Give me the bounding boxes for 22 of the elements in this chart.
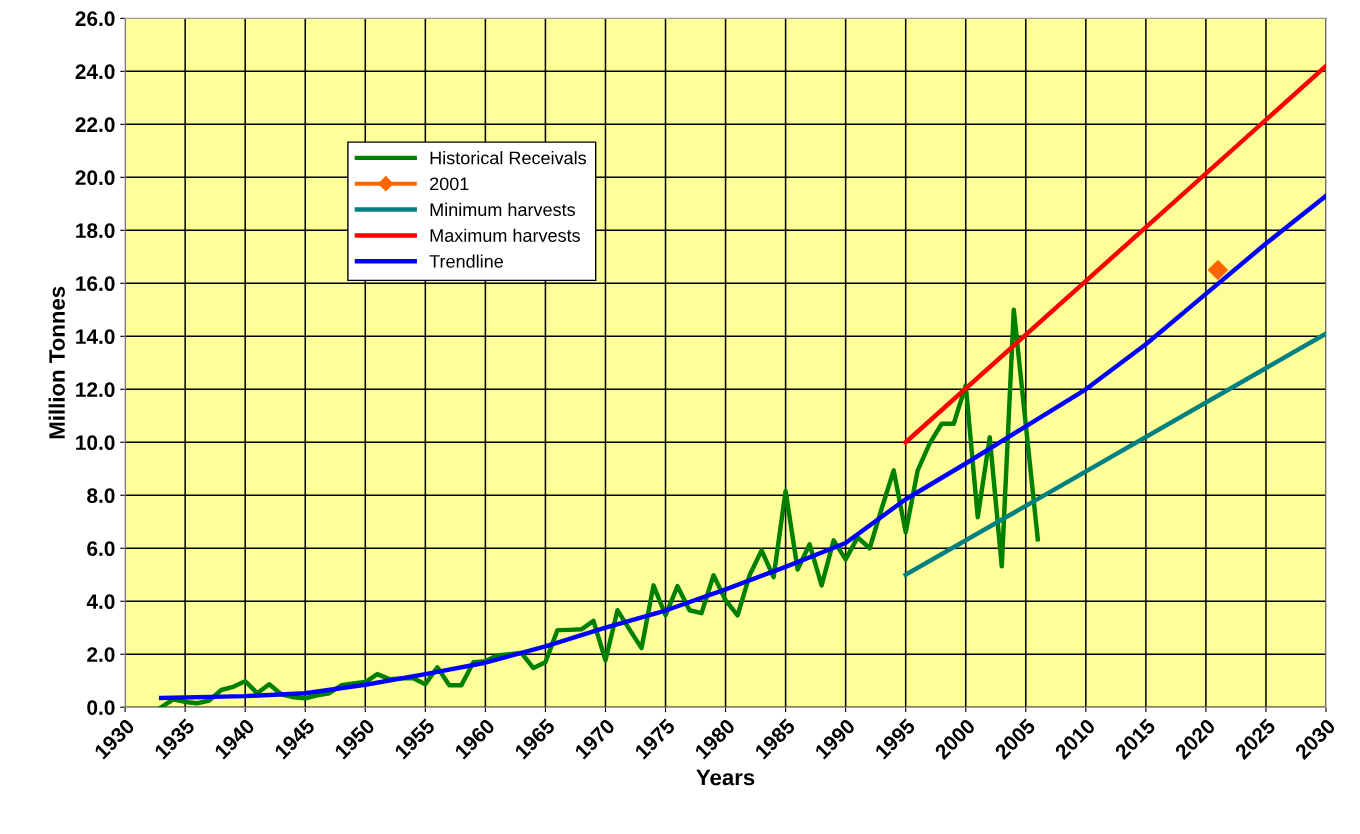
y-tick-label: 26.0 bbox=[75, 11, 115, 27]
y-tick-label: 12.0 bbox=[76, 382, 115, 398]
y-tick-label: 10.0 bbox=[76, 435, 115, 451]
y-tick-label: 4.0 bbox=[86, 594, 115, 609]
x-axis-title: Years bbox=[696, 769, 755, 786]
y-tick-label: 24.0 bbox=[75, 64, 115, 80]
legend-label: Maximum harvests bbox=[430, 228, 580, 242]
legend-label: Historical Receivals bbox=[430, 151, 587, 165]
y-tick-label: 0.0 bbox=[87, 700, 115, 715]
y-tick-label: 14.0 bbox=[76, 329, 115, 345]
y-tick-label: 16.0 bbox=[76, 276, 115, 292]
legend-label: Trendline bbox=[429, 254, 503, 268]
y-axis-title: Million Tonnes bbox=[48, 286, 65, 439]
legend-label: Minimum harvests bbox=[430, 202, 575, 217]
line-series bbox=[158, 193, 1326, 701]
y-tick-label: 8.0 bbox=[87, 488, 115, 504]
y-tick-label: 18.0 bbox=[76, 223, 115, 239]
y-tick-label: 22.0 bbox=[75, 117, 115, 133]
y-tick-label: 20.0 bbox=[75, 170, 115, 186]
legend-label: 2001 bbox=[430, 177, 469, 191]
y-tick-label: 6.0 bbox=[87, 541, 115, 557]
y-tick-label: 2.0 bbox=[87, 647, 115, 662]
